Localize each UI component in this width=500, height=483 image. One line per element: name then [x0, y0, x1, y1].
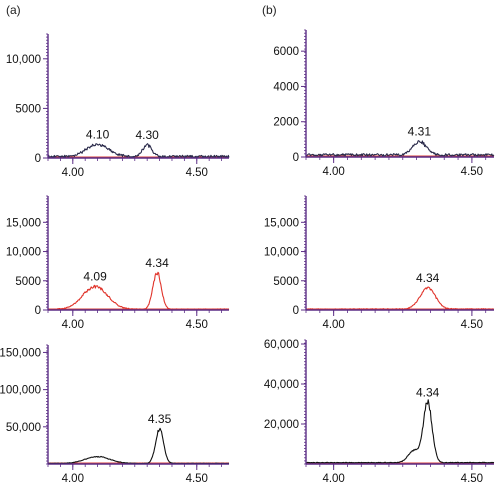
y-tick-label: 10,000: [6, 247, 41, 259]
x-tick-label: 4.00: [62, 167, 84, 179]
y-tick-label: 150,000: [0, 347, 41, 359]
peak-label: 4.09: [83, 269, 107, 283]
peak-label: 4.34: [416, 386, 440, 400]
peak-label: 4.34: [145, 256, 169, 270]
peak-label: 4.31: [408, 124, 432, 138]
y-tick-label: 5000: [15, 103, 41, 115]
peak-label: 4.30: [135, 128, 159, 142]
chart-a2: 0 5000 10,000 15,000 4.00 4.50 4.09 4.34: [6, 195, 230, 331]
x-tick-label: 4.50: [186, 167, 208, 179]
y-tick-label: 4000: [273, 81, 299, 93]
x-tick-label: 4.50: [461, 473, 483, 483]
y-tick-label: 6000: [273, 46, 299, 58]
y-tick-label: 0: [35, 305, 41, 317]
x-tick-label: 4.00: [62, 473, 84, 483]
y-tick-label: 50,000: [6, 422, 41, 434]
panel-label-b: (b): [262, 3, 277, 17]
y-tick-label: 60,000: [264, 339, 299, 351]
x-tick-label: 4.00: [322, 319, 344, 331]
chart-a1: 0 5000 10,000 4.00 4.50 4.10 4.30: [6, 33, 230, 179]
y-tick-label: 15,000: [6, 217, 41, 229]
x-tick-label: 4.00: [322, 473, 344, 483]
peak-label: 4.10: [86, 128, 110, 142]
y-tick-label: 0: [293, 152, 299, 164]
y-tick-label: 15,000: [264, 217, 299, 229]
x-tick-label: 4.50: [461, 319, 483, 331]
x-tick-label: 4.00: [62, 319, 84, 331]
chart-b1: 0 2000 4000 6000 4.00 4.50 4.31: [273, 29, 495, 178]
chromatogram-panels: 0 5000 10,000 4.00 4.50 4.10 4.30 0 5000 10,000 15…: [0, 29, 495, 483]
y-tick-label: 100,000: [0, 385, 41, 397]
series-line: [305, 286, 495, 311]
series-line: [47, 143, 230, 159]
peak-label: 4.34: [416, 271, 440, 285]
y-tick-label: 5000: [15, 276, 41, 288]
y-tick-label: 10,000: [264, 247, 299, 259]
y-tick-label: 5000: [273, 276, 299, 288]
chart-b3: 20,000 40,000 60,000 4.00 4.50 4.34: [264, 339, 495, 483]
peak-label: 4.35: [148, 412, 172, 426]
panel-label-a: (a): [6, 3, 21, 17]
series-line: [305, 140, 495, 157]
y-tick-label: 20,000: [264, 419, 299, 431]
series-line: [305, 399, 495, 464]
x-tick-label: 4.00: [322, 166, 344, 178]
series-line: [47, 271, 230, 311]
y-tick-label: 0: [293, 305, 299, 317]
x-tick-label: 4.50: [186, 473, 208, 483]
y-tick-label: 0: [35, 153, 41, 165]
x-tick-label: 4.50: [461, 166, 483, 178]
y-tick-label: 2000: [273, 117, 299, 129]
x-tick-label: 4.50: [186, 319, 208, 331]
chart-a3: 50,000 100,000 150,000 4.00 4.50 4.35: [0, 344, 230, 483]
y-tick-label: 10,000: [6, 54, 41, 66]
series-line: [47, 427, 230, 465]
chart-b2: 0 5000 10,000 15,000 4.00 4.50 4.34: [264, 195, 495, 331]
y-tick-label: 40,000: [264, 379, 299, 391]
